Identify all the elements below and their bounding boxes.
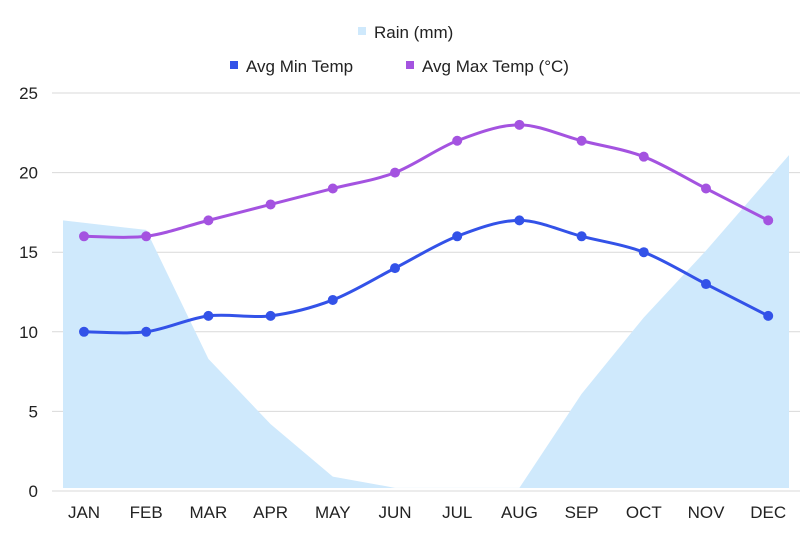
x-tick-label-jan: JAN bbox=[68, 503, 100, 522]
x-tick-label-mar: MAR bbox=[190, 503, 228, 522]
max-temp-point-jul bbox=[452, 135, 463, 146]
max-temp-point-apr bbox=[265, 199, 276, 210]
max-temp-point-jun bbox=[390, 167, 400, 178]
min-temp-point-jul bbox=[452, 231, 463, 242]
min-temp-point-feb bbox=[141, 326, 152, 337]
x-tick-label-jul: JUL bbox=[442, 503, 472, 522]
max-temp-point-nov bbox=[701, 183, 711, 194]
legend-swatch-min-temp bbox=[230, 61, 238, 69]
max-temp-point-dec bbox=[763, 215, 774, 226]
x-tick-label-sep: SEP bbox=[565, 503, 599, 522]
max-temp-point-may bbox=[327, 183, 338, 194]
max-temp-point-feb bbox=[141, 231, 152, 242]
legend-swatch-rain bbox=[358, 27, 366, 35]
y-tick-label-10: 10 bbox=[19, 323, 38, 342]
y-tick-label-25: 25 bbox=[19, 84, 38, 103]
min-temp-point-mar bbox=[203, 310, 214, 321]
legend-label-min-temp: Avg Min Temp bbox=[246, 57, 353, 76]
min-temp-point-jan bbox=[79, 326, 89, 337]
max-temp-point-oct bbox=[638, 151, 649, 162]
max-temp-line bbox=[82, 123, 770, 239]
y-tick-label-15: 15 bbox=[19, 243, 38, 262]
legend-label-rain: Rain (mm) bbox=[374, 23, 453, 42]
max-temp-point-sep bbox=[576, 135, 587, 146]
min-temp-point-sep bbox=[576, 231, 587, 242]
x-tick-label-jun: JUN bbox=[378, 503, 411, 522]
x-tick-label-may: MAY bbox=[315, 503, 351, 522]
min-temp-point-nov bbox=[701, 279, 711, 290]
rain-area-layer bbox=[63, 155, 789, 488]
x-tick-label-oct: OCT bbox=[626, 503, 662, 522]
min-temp-point-aug bbox=[514, 215, 525, 226]
min-temp-point-jun bbox=[390, 263, 400, 274]
x-tick-label-apr: APR bbox=[253, 503, 288, 522]
min-temp-point-may bbox=[327, 294, 338, 305]
max-temp-point-aug bbox=[514, 119, 525, 130]
min-temp-point-oct bbox=[638, 247, 649, 258]
max-temp-point-mar bbox=[203, 215, 214, 226]
min-temp-point-dec bbox=[763, 310, 774, 321]
axis-labels: 0 5 10 15 20 25 JAN FEB MAR APR MAY JUN JUL AUG SEP OCT… bbox=[19, 84, 786, 522]
x-tick-label-dec: DEC bbox=[750, 503, 786, 522]
temperature-lines-layer bbox=[79, 119, 774, 337]
max-temp-point-jan bbox=[79, 231, 89, 242]
y-tick-label-0: 0 bbox=[29, 482, 38, 501]
legend-swatch-max-temp bbox=[406, 61, 414, 69]
x-tick-label-nov: NOV bbox=[688, 503, 726, 522]
min-temp-point-apr bbox=[265, 310, 276, 321]
rain-area bbox=[63, 155, 789, 488]
x-tick-label-feb: FEB bbox=[130, 503, 163, 522]
y-tick-label-5: 5 bbox=[29, 402, 38, 421]
legend: Rain (mm) Avg Min Temp Avg Max Temp (°C) bbox=[230, 23, 569, 76]
y-tick-label-20: 20 bbox=[19, 164, 38, 183]
x-tick-label-aug: AUG bbox=[501, 503, 538, 522]
legend-label-max-temp: Avg Max Temp (°C) bbox=[422, 57, 569, 76]
